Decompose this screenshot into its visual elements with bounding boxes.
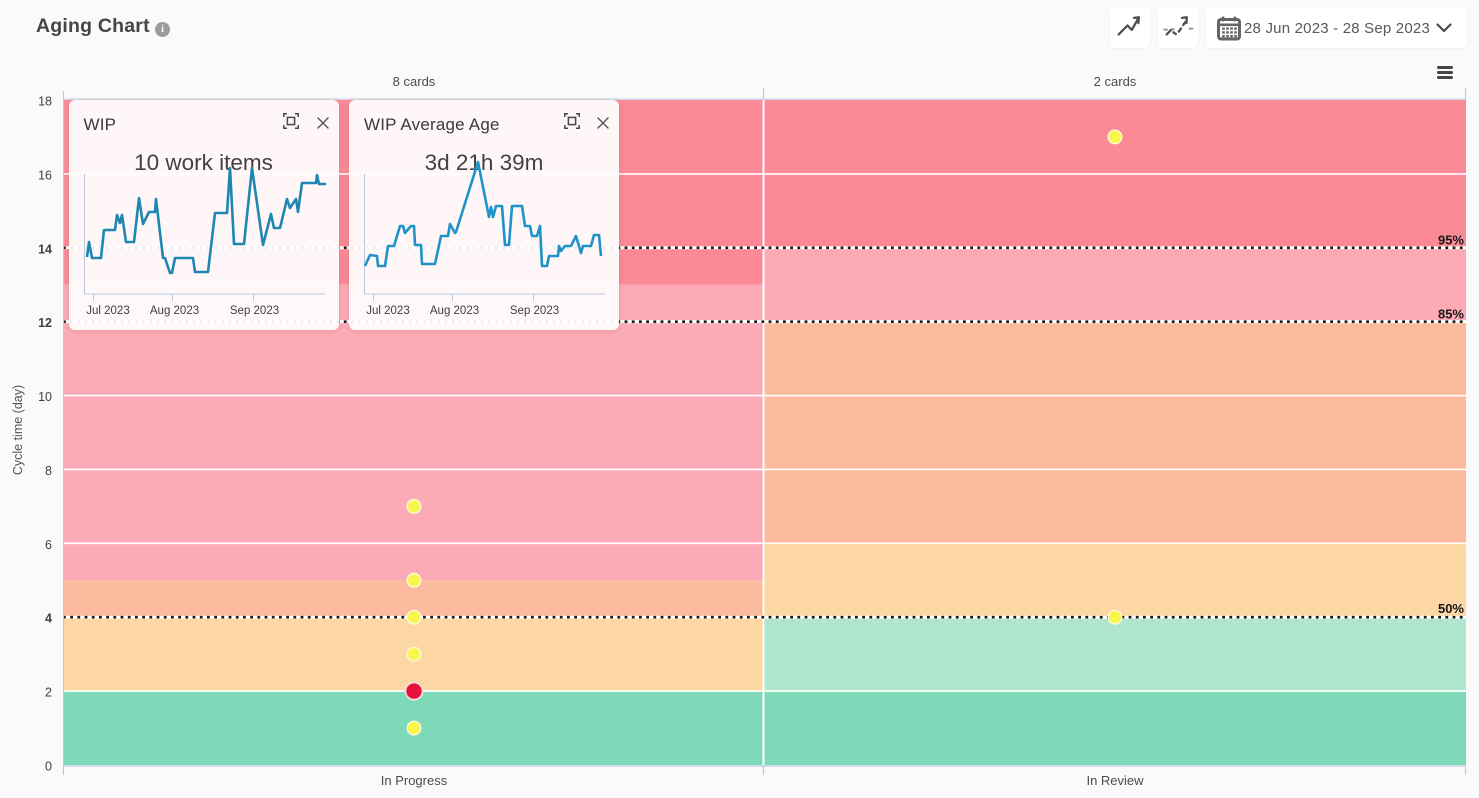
- svg-text:10: 10: [38, 390, 52, 404]
- svg-text:18: 18: [38, 95, 52, 109]
- svg-text:Cycle time (day): Cycle time (day): [11, 385, 25, 475]
- svg-text:Sep 2023: Sep 2023: [229, 305, 278, 317]
- svg-text:Jul 2023: Jul 2023: [86, 305, 129, 317]
- svg-text:95%: 95%: [1438, 233, 1464, 248]
- svg-text:2: 2: [45, 686, 52, 700]
- svg-text:12: 12: [38, 316, 52, 330]
- svg-text:85%: 85%: [1438, 306, 1464, 321]
- svg-text:Aug 2023: Aug 2023: [430, 305, 479, 317]
- svg-text:4: 4: [45, 612, 52, 626]
- svg-text:6: 6: [45, 538, 52, 552]
- svg-text:Sep 2023: Sep 2023: [510, 305, 559, 317]
- svg-text:0: 0: [45, 760, 52, 774]
- svg-text:50%: 50%: [1438, 601, 1464, 616]
- svg-text:8: 8: [45, 464, 52, 478]
- svg-text:16: 16: [38, 168, 52, 182]
- svg-text:Jul 2023: Jul 2023: [366, 305, 409, 317]
- svg-text:14: 14: [38, 242, 52, 256]
- svg-text:Aug 2023: Aug 2023: [149, 305, 198, 317]
